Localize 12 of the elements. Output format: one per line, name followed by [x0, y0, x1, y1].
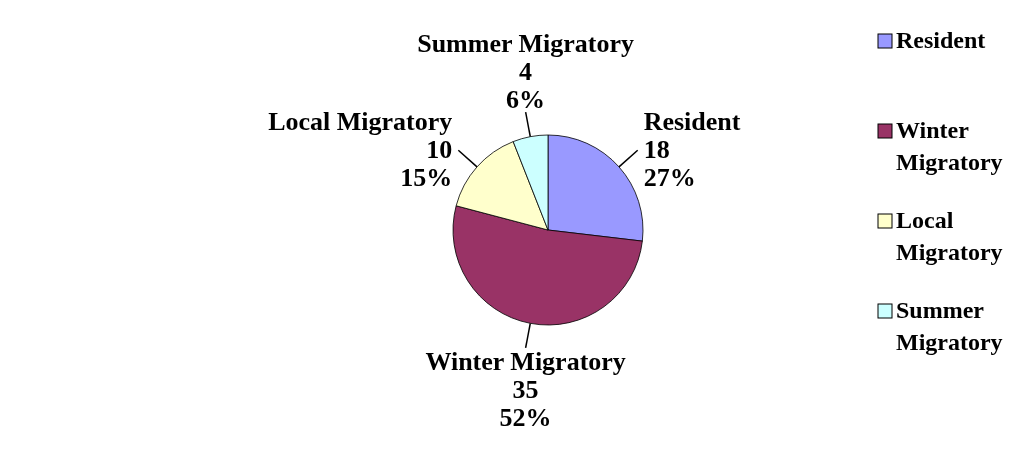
- slice-label: Resident: [643, 107, 741, 137]
- slice-label: Local Migratory: [268, 107, 453, 137]
- data-label: 10 15%: [400, 135, 453, 193]
- legend-label: Summer Migratory: [896, 297, 1003, 355]
- slice-label: Winter Migratory: [425, 346, 626, 376]
- legend-label: Local Migratory: [896, 207, 1003, 265]
- legend-label: Winter Migratory: [896, 117, 1003, 175]
- data-label: 4 6%: [506, 57, 546, 115]
- slice-label: Summer Migratory: [417, 29, 635, 59]
- data-label: 18 27%: [643, 135, 696, 193]
- legend-label: Resident: [896, 27, 986, 53]
- data-label: 35 52%: [499, 374, 552, 432]
